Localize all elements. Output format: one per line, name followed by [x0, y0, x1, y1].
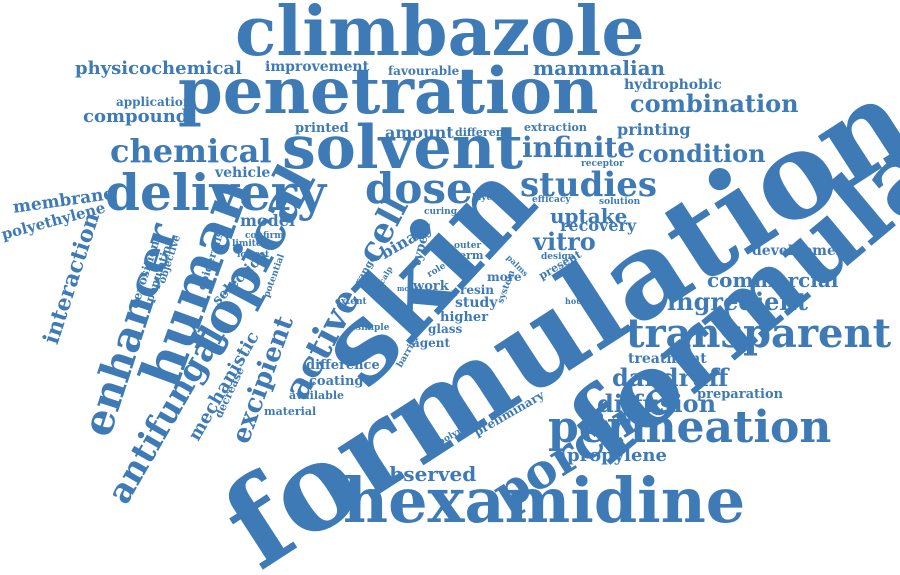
word-result: result — [434, 289, 458, 298]
word-house: house — [565, 296, 592, 306]
word-outer: outer — [454, 241, 482, 251]
word-recovery: recovery — [560, 216, 637, 235]
word-limited: limited — [232, 239, 268, 249]
word-chemical: chemical — [110, 132, 272, 170]
word-proc: proc — [456, 261, 474, 270]
word-preparation: preparation — [697, 387, 784, 402]
word-model: model — [240, 211, 296, 230]
word-observed: observed — [376, 462, 477, 486]
word-mammalian: mammalian — [533, 56, 666, 80]
word-application: application — [116, 95, 192, 109]
word-lowest: lowest — [237, 250, 270, 260]
word-diffusion: diffusion — [597, 389, 717, 418]
word-higher: higher — [440, 310, 489, 325]
word-mod: mod — [397, 284, 414, 293]
word-improvement: improvement — [265, 59, 370, 75]
word-term: term — [454, 249, 484, 262]
word-infinite: infinite — [522, 131, 636, 164]
word-confirm: confirm — [245, 231, 284, 241]
word-ingredient: ingredient — [667, 287, 808, 316]
word-vehicle: vehicle — [215, 165, 271, 181]
word-development: development — [752, 243, 853, 259]
word-receptor: receptor — [581, 159, 624, 169]
word-simple: simple — [356, 323, 390, 333]
word-climbazole: climbazole — [235, 0, 645, 72]
word-agent: agent — [412, 336, 451, 350]
word-curing: curing — [424, 207, 458, 217]
word-uptake: uptake — [550, 204, 628, 228]
word-more: more — [487, 270, 522, 284]
word-difference: difference — [306, 358, 380, 373]
word-penetration: penetration — [178, 54, 599, 129]
word-available: available — [289, 389, 344, 402]
word-treatment: treatment — [628, 351, 707, 367]
word-solvent: solvent — [282, 113, 523, 183]
word-extent: extent — [335, 297, 367, 307]
word-glass: glass — [428, 322, 463, 336]
word-transparent: transparent — [626, 310, 892, 357]
word-dandruff: dandruff — [612, 363, 729, 392]
word-condition: condition — [638, 139, 766, 168]
word-extraction: extraction — [524, 121, 587, 134]
word-studies: studies — [520, 165, 658, 205]
word-physicochemical: physicochemical — [75, 58, 242, 79]
word-work: work — [413, 279, 449, 294]
word-commercial: commercial — [707, 268, 839, 292]
word-delivery: delivery — [105, 163, 327, 222]
word-different: different — [455, 126, 509, 139]
word-vitro: vitro — [533, 227, 596, 256]
word-hydrophobic: hydrophobic — [624, 77, 722, 93]
word-amount: amount — [385, 123, 454, 142]
word-study: study — [455, 295, 498, 311]
word-permeation: permeation — [548, 402, 832, 453]
word-coating: coating — [309, 374, 364, 389]
word-resin: resin — [460, 283, 494, 297]
word-layer: layer — [472, 193, 497, 203]
word-combination: combination — [630, 89, 799, 118]
word-hexamidine: hexamidine — [343, 464, 746, 537]
word-material: material — [264, 405, 317, 418]
word-printed: printed — [295, 121, 349, 136]
word-propylene: propylene — [567, 445, 667, 466]
word-printing: printing — [617, 120, 691, 139]
word-dose: dose — [365, 164, 473, 213]
word-solution: solution — [599, 197, 641, 207]
word-compound: compound — [83, 106, 189, 127]
word-favourable: favourable — [388, 64, 460, 78]
word-design: design — [541, 252, 575, 262]
word-efficacy: efficacy — [532, 195, 571, 205]
